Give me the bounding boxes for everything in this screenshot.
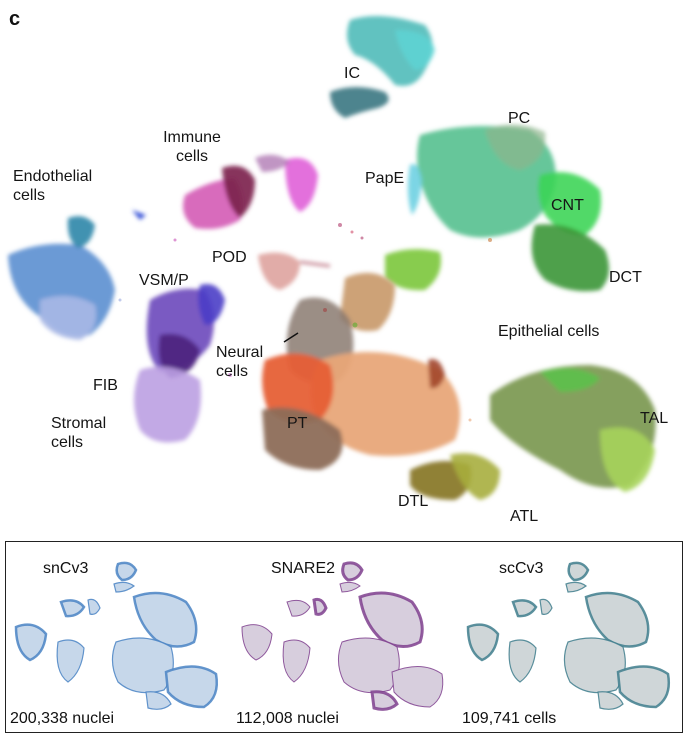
mini-cluster-outline: [339, 581, 361, 593]
mini-cluster-shape: [146, 691, 171, 710]
mini-cluster-shape: [338, 638, 400, 693]
mini-cluster-outline: [113, 581, 136, 593]
mini-cluster-outline: [511, 599, 538, 618]
mini-cluster-outline: [241, 624, 273, 661]
mini-cluster-outline: [597, 691, 624, 710]
cluster-pod: [258, 252, 331, 290]
mini-cluster-shape: [372, 691, 397, 710]
mini-cluster-outline: [56, 639, 85, 683]
cluster-pt: [262, 272, 460, 470]
cluster-ic: [330, 16, 435, 118]
label-dtl: DTL: [398, 493, 429, 510]
mini-cluster-outline: [282, 639, 311, 683]
dataset-snare2: SNARE2 112,008 nuclei: [232, 542, 458, 732]
dataset-sccv3: scCv3 109,741 cells: [458, 542, 684, 732]
mini-cluster-outline: [539, 598, 553, 615]
mini-cluster-shape: [392, 666, 443, 707]
mini-cluster-shape: [566, 582, 586, 592]
mini-cluster-outline: [145, 691, 172, 710]
dataset-name: snCv3: [43, 560, 89, 577]
dataset-name: scCv3: [499, 560, 544, 577]
mini-umap-sccv3: [466, 561, 670, 710]
label-stromal-cells: Stromal cells: [51, 415, 107, 451]
mini-cluster-outline: [391, 666, 444, 708]
cluster-tal: [490, 365, 656, 492]
mini-cluster-outline: [132, 591, 198, 648]
mini-umap-snare2: [241, 561, 444, 711]
mini-cluster-outline: [286, 599, 311, 617]
dataset-count: 109,741 cells: [462, 710, 557, 727]
label-tal: TAL: [640, 410, 669, 427]
mini-cluster-shape: [468, 624, 498, 660]
cluster-immune: [132, 154, 318, 229]
mini-cluster-shape: [16, 624, 46, 660]
umap-plot: [8, 16, 656, 500]
mini-cluster-outline: [338, 637, 400, 694]
dataset-count: 112,008 nuclei: [236, 710, 339, 727]
label-pod: POD: [212, 249, 247, 266]
dataset-sncv3: snCv3 200,338 nuclei: [6, 542, 232, 732]
mini-cluster-shape: [242, 624, 272, 660]
label-vsmp: VSM/P: [139, 272, 189, 289]
mini-cluster-outline: [584, 591, 650, 648]
dataset-panel: snCv3 200,338 nuclei SNARE2 112,008 nucl…: [5, 541, 683, 733]
label-neural-cells: Neural cells: [216, 344, 264, 380]
mini-cluster-shape: [509, 640, 536, 682]
mini-cluster-shape: [287, 600, 310, 617]
label-pt: PT: [287, 415, 308, 432]
mini-cluster-outline: [358, 591, 424, 648]
label-dct: DCT: [609, 269, 642, 286]
neural-pointer-line: [283, 332, 299, 343]
cluster-endothelial: [8, 216, 115, 340]
mini-cluster-outline: [87, 598, 101, 615]
mini-cluster-shape: [283, 640, 310, 682]
label-cnt: CNT: [551, 197, 584, 214]
label-pape: PapE: [365, 170, 405, 187]
mini-cluster-outline: [59, 599, 86, 618]
label-epithelial-cells: Epithelial cells: [498, 323, 600, 340]
mini-cluster-shape: [166, 666, 217, 707]
mini-cluster-shape: [564, 638, 626, 693]
mini-cluster-outline: [466, 623, 500, 662]
mini-cluster-outline: [341, 561, 364, 582]
label-pc: PC: [508, 110, 531, 127]
mini-cluster-outline: [14, 623, 48, 662]
mini-cluster-outline: [115, 561, 138, 582]
mini-cluster-outline: [508, 639, 537, 683]
cluster-pc-cnt-dct: [385, 124, 609, 292]
scattered-cells: [118, 223, 492, 422]
cluster-dtl-atl: [410, 453, 500, 500]
mini-cluster-outline: [563, 637, 626, 694]
dataset-name: SNARE2: [271, 560, 336, 577]
label-immune-cells: Immune cells: [163, 129, 221, 165]
mini-cluster-outline: [312, 597, 328, 616]
label-endothelial-cells: Endothelial cells: [13, 168, 93, 204]
mini-cluster-outline: [567, 561, 590, 582]
label-atl: ATL: [510, 508, 539, 525]
mini-cluster-outline: [370, 690, 399, 711]
mini-cluster-shape: [340, 582, 360, 592]
mini-cluster-outline: [565, 581, 588, 593]
mini-umap-sncv3: [14, 561, 218, 710]
mini-cluster-shape: [57, 640, 84, 682]
mini-cluster-outline: [164, 665, 218, 709]
cluster-vsmp-stromal: [134, 284, 225, 443]
mini-cluster-shape: [112, 638, 174, 693]
mini-cluster-shape: [598, 691, 623, 710]
mini-cluster-shape: [618, 666, 669, 707]
mini-cluster-outline: [111, 637, 174, 694]
label-fib: FIB: [93, 377, 118, 394]
mini-cluster-outline: [616, 665, 670, 709]
panel-letter: c: [9, 8, 21, 30]
mini-cluster-shape: [114, 582, 134, 592]
label-ic: IC: [344, 65, 360, 82]
dataset-count: 200,338 nuclei: [10, 710, 115, 727]
